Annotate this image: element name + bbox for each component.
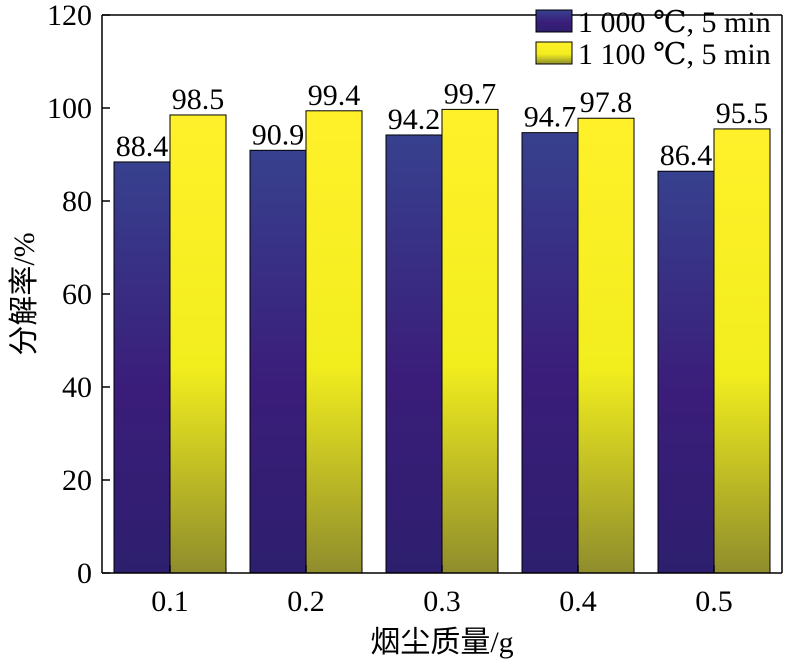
- x-tick-label-0.2: 0.2: [287, 585, 325, 618]
- bar-series-1-0.1: [113, 161, 171, 574]
- bar-series-2-0.5: [713, 128, 771, 574]
- bar-series-1-0.4: [521, 132, 579, 574]
- bar-series-1-0.2: [249, 149, 307, 574]
- x-tick-label-0.1: 0.1: [151, 585, 189, 618]
- bars-layer: [113, 108, 771, 574]
- bar-series-2-0.2: [305, 110, 363, 574]
- y-tick-label-0: 0: [77, 557, 92, 590]
- bar-series-1-0.3: [385, 134, 443, 574]
- legend-label-series-2: 1 100 ℃, 5 min: [578, 38, 771, 71]
- y-axis-title: 分解率/%: [8, 232, 41, 355]
- y-tick-label-40: 40: [62, 371, 92, 404]
- y-tick-label-100: 100: [47, 92, 92, 125]
- data-label-series-1-0.3: 94.2: [388, 103, 441, 136]
- data-label-series-1-0.1: 88.4: [116, 130, 169, 163]
- data-label-series-2-0.2: 99.4: [308, 79, 361, 112]
- legend-swatch-series-2: [535, 41, 573, 65]
- bar-series-2-0.4: [577, 117, 635, 574]
- data-label-series-2-0.5: 95.5: [716, 97, 769, 130]
- data-label-series-1-0.2: 90.9: [252, 118, 305, 151]
- bar-series-1-0.5: [657, 170, 715, 574]
- x-axis-title: 烟尘质量/g: [370, 626, 513, 659]
- y-tick-label-20: 20: [62, 464, 92, 497]
- data-label-series-2-0.4: 97.8: [580, 86, 633, 119]
- data-label-series-2-0.3: 99.7: [444, 77, 497, 110]
- legend-swatch-series-1: [535, 9, 573, 33]
- x-tick-label-0.4: 0.4: [559, 585, 597, 618]
- data-label-series-2-0.1: 98.5: [172, 83, 225, 116]
- axes-layer: 0 20 40 60 80 100 120 0.1 0.2 0.3 0.4 0.5: [47, 0, 783, 618]
- data-label-series-1-0.5: 86.4: [660, 139, 713, 172]
- bar-series-2-0.3: [441, 108, 499, 574]
- x-tick-label-0.5: 0.5: [695, 585, 733, 618]
- y-tick-label-80: 80: [62, 185, 92, 218]
- legend-label-series-1: 1 000 ℃, 5 min: [578, 6, 771, 39]
- bar-series-2-0.1: [169, 114, 227, 574]
- y-tick-label-60: 60: [62, 278, 92, 311]
- x-tick-label-0.3: 0.3: [423, 585, 461, 618]
- data-label-series-1-0.4: 94.7: [524, 101, 577, 134]
- y-tick-label-120: 120: [47, 0, 92, 32]
- data-labels-layer: 88.498.5 90.999.4 94.299.7 94.7 97.8 86.495.5: [116, 77, 769, 172]
